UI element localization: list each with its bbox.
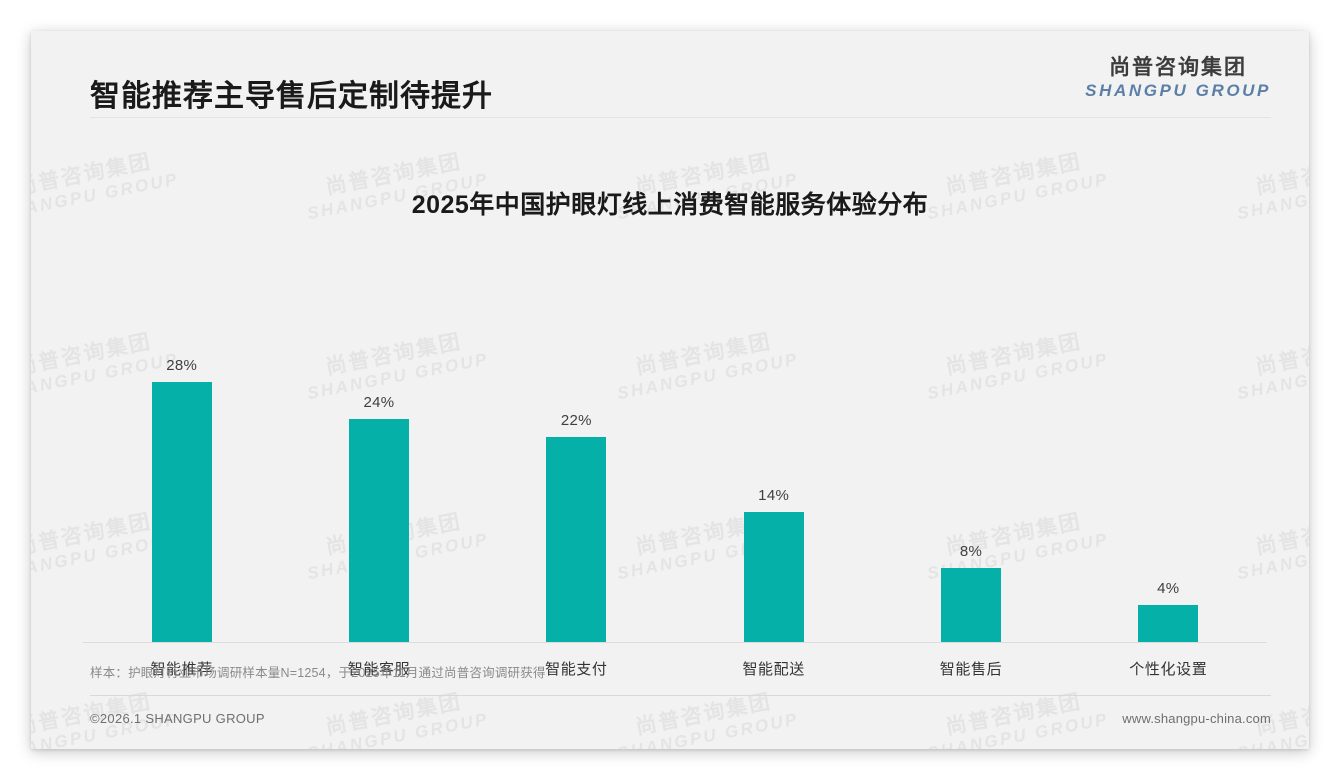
page-title: 智能推荐主导售后定制待提升 bbox=[90, 80, 493, 113]
x-axis-label: 个性化设置 bbox=[1129, 661, 1208, 678]
bar-value-label: 8% bbox=[959, 542, 983, 560]
bar[interactable] bbox=[940, 567, 1001, 642]
copyright-text: ©2026.1 SHANGPU GROUP bbox=[90, 711, 265, 726]
slide-footer: ©2026.1 SHANGPU GROUP www.shangpu-china.… bbox=[31, 697, 1309, 749]
x-axis-line bbox=[83, 642, 1267, 643]
footnote-divider bbox=[90, 695, 1271, 696]
bar-series: 28% 24% 22% 14% 8% 4% bbox=[83, 248, 1267, 642]
bar-slot: 14% bbox=[675, 248, 872, 642]
bar-value-label: 24% bbox=[363, 393, 395, 411]
website-link[interactable]: www.shangpu-china.com bbox=[1122, 711, 1271, 726]
brand-logo: 尚普咨询集团 SHANGPU GROUP bbox=[1085, 56, 1271, 101]
chart-title: 2025年中国护眼灯线上消费智能服务体验分布 bbox=[411, 191, 929, 219]
bar-slot: 4% bbox=[1070, 248, 1267, 642]
bar[interactable] bbox=[1138, 604, 1199, 642]
x-axis-label: 智能配送 bbox=[742, 661, 805, 678]
bar-slot: 22% bbox=[478, 248, 675, 642]
slide-header: 智能推荐主导售后定制待提升 尚普咨询集团 SHANGPU GROUP bbox=[31, 31, 1309, 118]
chart-area: 2025年中国护眼灯线上消费智能服务体验分布 28% 24% 22% 14% 8% 4% … bbox=[31, 118, 1309, 678]
x-axis-label: 智能售后 bbox=[939, 661, 1003, 678]
bar-slot: 24% bbox=[280, 248, 477, 642]
bar[interactable] bbox=[348, 418, 409, 642]
brand-name-cn: 尚普咨询集团 bbox=[1109, 56, 1248, 79]
bar[interactable] bbox=[743, 511, 804, 642]
x-axis-label: 智能推荐 bbox=[150, 661, 213, 678]
bar-chart-plot: 28% 24% 22% 14% 8% 4% bbox=[83, 248, 1267, 643]
slide-canvas: 尚普咨询集团 SHANGPU GROUP 尚普咨询集团 SHANGPU GROUP 尚普… bbox=[31, 31, 1309, 749]
bar-value-label: 22% bbox=[560, 412, 592, 430]
brand-name-en: SHANGPU GROUP bbox=[1085, 80, 1271, 100]
bar-slot: 28% bbox=[83, 248, 280, 642]
bar-slot: 8% bbox=[872, 248, 1069, 642]
sample-footnote: 样本：护眼灯行业市场调研样本量N=1254，于2025年11月通过尚普咨询调研获… bbox=[90, 666, 546, 680]
x-axis-label: 智能支付 bbox=[545, 661, 608, 678]
bar[interactable] bbox=[546, 437, 607, 642]
bar-value-label: 14% bbox=[758, 486, 790, 504]
bar-value-label: 4% bbox=[1157, 579, 1180, 597]
bar[interactable] bbox=[151, 381, 212, 642]
bar-value-label: 28% bbox=[166, 356, 198, 374]
header-divider bbox=[90, 117, 1271, 118]
x-axis-label: 智能客服 bbox=[347, 661, 411, 678]
x-axis-labels: 智能推荐 智能客服 智能支付 智能配送 智能售后 个性化设置 bbox=[83, 658, 1267, 679]
